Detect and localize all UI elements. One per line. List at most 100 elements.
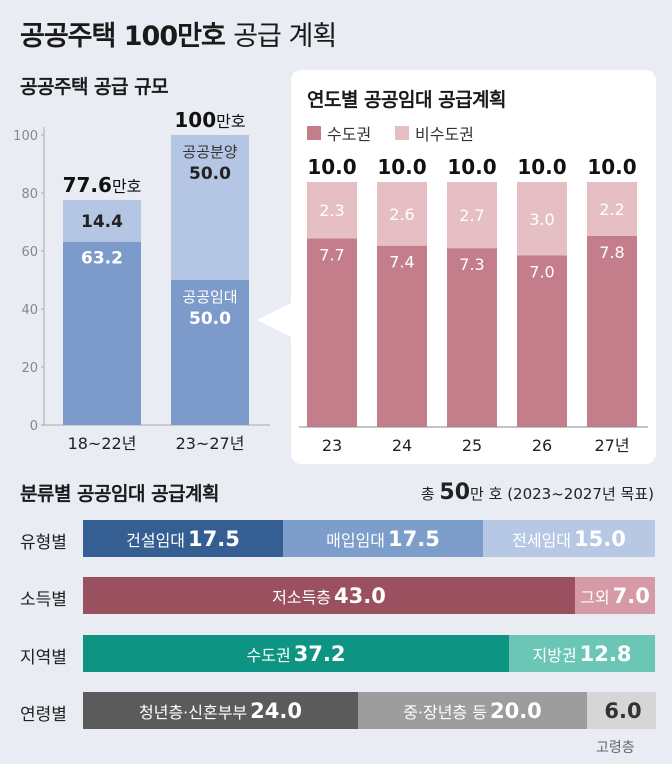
segment-name: 저소득층 — [272, 587, 332, 607]
elderly-note: 고령층 — [596, 740, 635, 756]
y-tick-label: 80 — [21, 187, 38, 202]
bar-segment-capital — [587, 235, 637, 427]
total-period: (2023~2027년 목표) — [507, 485, 654, 503]
data-label-capital: 7.4 — [389, 253, 414, 272]
legend-non-capital: 비수도권 — [395, 121, 474, 145]
segment-name: 건설임대 — [126, 530, 186, 550]
bar-segment-non-capital — [517, 182, 567, 256]
segment-bar: 중·장년층 등 20.0 — [358, 692, 587, 729]
segment-value: 17.5 — [188, 526, 240, 551]
y-tick-label: 20 — [21, 361, 38, 376]
segment-bar: 저소득층 43.0 — [83, 577, 575, 614]
segment-bar: 6.0 — [587, 692, 656, 729]
bar-segment-bottom — [171, 280, 249, 425]
bar-segment-top — [63, 199, 141, 242]
segment-value: 20.0 — [489, 698, 542, 723]
data-label-non-capital: 2.7 — [459, 206, 484, 225]
segment-name: 전세임대 — [512, 530, 572, 550]
segment-bar: 청년층·신혼부부 24.0 — [83, 692, 358, 729]
segment-name-label: 공공임대 — [182, 288, 237, 306]
bar-total-label: 10.0 — [377, 155, 426, 179]
segment-name: 수도권 — [246, 645, 291, 665]
bar-total-label: 77.6만호 — [63, 173, 142, 197]
total-prefix: 총 — [420, 485, 435, 503]
segment-bar: 매입임대 17.5 — [283, 520, 483, 557]
right-chart-title: 연도별 공공임대 공급계획 — [307, 89, 507, 111]
data-label-non-capital: 2.6 — [389, 205, 414, 224]
data-label-capital: 7.8 — [599, 243, 624, 262]
segment-value: 43.0 — [334, 583, 386, 608]
segment-name-label: 공공분양 — [182, 143, 237, 161]
data-label: 14.4 — [81, 212, 123, 232]
segment-value: 7.0 — [612, 583, 650, 608]
legend-swatch-non-capital — [395, 126, 409, 140]
data-label-non-capital: 2.2 — [599, 200, 624, 219]
segment-name: 매입임대 — [326, 530, 386, 550]
bar-total-label: 10.0 — [307, 155, 356, 179]
segment-value: 15.0 — [574, 526, 626, 551]
data-label: 63.2 — [81, 249, 123, 269]
data-label: 50.0 — [189, 309, 231, 329]
bar-segment-top — [171, 135, 249, 280]
yearly-stacked-bar-chart: 7.7 2.3 10.0 23 7.4 2.6 10.0 24 7.3 2.7 10.0 25 7.0 3… — [299, 155, 648, 455]
x-tick-label: 18~22년 — [68, 434, 137, 453]
data-label-capital: 7.7 — [319, 245, 344, 264]
legend-label-non-capital: 비수도권 — [415, 125, 474, 144]
row-label: 소득별 — [20, 590, 67, 610]
bar-segment-non-capital — [377, 182, 427, 246]
bar-segment-capital — [517, 255, 567, 427]
bar-segment-capital — [307, 238, 357, 427]
x-tick-label: 23 — [322, 436, 342, 455]
bar-segment-capital — [377, 245, 427, 427]
segment-name: 중·장년층 등 — [403, 702, 487, 722]
bar-segment-bottom — [63, 241, 141, 425]
segment-value: 17.5 — [388, 526, 440, 551]
legend-swatch-capital — [307, 126, 321, 140]
bar-total-label: 10.0 — [517, 155, 566, 179]
data-label-non-capital: 2.3 — [319, 201, 344, 220]
segment-name: 지방권 — [532, 645, 577, 665]
bottom-chart-title: 분류별 공공임대 공급계획 — [20, 483, 220, 505]
left-chart-title: 공공주택 공급 규모 — [20, 76, 169, 98]
y-tick-label: 60 — [21, 245, 38, 260]
row-label: 유형별 — [20, 533, 67, 553]
x-tick-label: 25 — [462, 436, 482, 455]
title-light: 공급 계획 — [233, 21, 337, 52]
y-tick-label: 40 — [21, 303, 38, 318]
segment-bar: 전세임대 15.0 — [483, 520, 655, 557]
panel-pointer — [257, 302, 293, 338]
bar-total-label: 100만호 — [174, 108, 245, 132]
bar-total-label: 10.0 — [447, 155, 496, 179]
segment-bar: 건설임대 17.5 — [83, 520, 283, 557]
segment-name: 청년층·신혼부부 — [139, 702, 248, 722]
left-stacked-bar-chart: 100 80 60 40 20 0 63.2 14.4 77.6만호 18~22년 공공임대 50.0… — [13, 108, 270, 453]
total-unit: 만 호 — [470, 485, 503, 503]
row-label: 지역별 — [20, 648, 67, 668]
legend-capital: 수도권 — [307, 121, 371, 145]
x-tick-label: 24 — [392, 436, 412, 455]
row-label: 연령별 — [20, 705, 67, 725]
segment-value: 37.2 — [293, 641, 346, 666]
x-tick-label: 23~27년 — [176, 434, 245, 453]
segment-bar: 그외 7.0 — [575, 577, 655, 614]
total-summary: 총 50만 호 (2023~2027년 목표) — [421, 480, 654, 505]
bar-segment-capital — [447, 248, 497, 427]
bar-total-label: 10.0 — [587, 155, 636, 179]
bar-segment-non-capital — [587, 182, 637, 236]
x-tick-label: 27년 — [594, 436, 629, 455]
segment-bar: 수도권 37.2 — [83, 635, 509, 672]
x-tick-label: 26 — [532, 436, 552, 455]
bar-segment-non-capital — [307, 182, 357, 239]
y-tick-label: 100 — [13, 129, 38, 144]
data-label-non-capital: 3.0 — [529, 210, 554, 229]
data-label-capital: 7.3 — [459, 255, 484, 274]
legend-label-capital: 수도권 — [327, 125, 372, 144]
segment-name: 그외 — [580, 587, 610, 607]
page-title: 공공주택 100만호 공급 계획 — [20, 14, 337, 53]
y-tick-label: 0 — [30, 419, 38, 434]
title-bold: 공공주택 100만호 — [20, 21, 226, 52]
data-label-capital: 7.0 — [529, 263, 554, 282]
segment-value: 24.0 — [250, 698, 302, 723]
segment-bar: 지방권 12.8 — [509, 635, 655, 672]
segment-value: 12.8 — [579, 641, 632, 666]
